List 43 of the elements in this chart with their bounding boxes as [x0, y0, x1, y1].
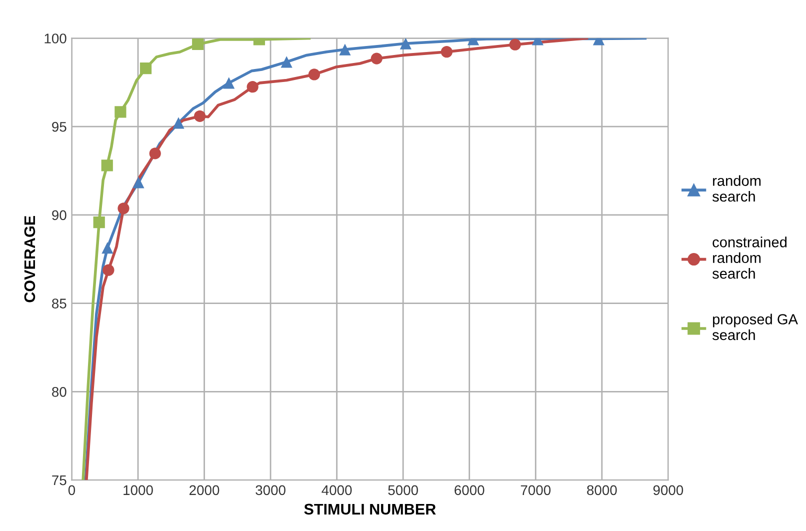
point — [93, 216, 105, 228]
point — [102, 264, 114, 276]
x-tick-label: 0 — [68, 485, 76, 496]
point — [440, 46, 453, 58]
point — [102, 242, 114, 254]
legend-label: random search — [712, 175, 761, 202]
point — [149, 148, 161, 160]
point — [101, 160, 113, 172]
x-tick-label: 8000 — [587, 485, 617, 496]
x-tick-label: 4000 — [322, 485, 352, 496]
point — [140, 62, 152, 74]
y-tick-label: 85 — [52, 298, 66, 308]
y-tick-label: 100 — [44, 34, 66, 44]
x-tick-label: 6000 — [454, 485, 484, 496]
point — [280, 56, 292, 68]
y-tick-label: 75 — [52, 476, 66, 486]
point — [114, 106, 126, 118]
y-tick-label: 90 — [52, 210, 66, 220]
point — [308, 68, 320, 80]
y-axis-title: COVERAGE — [24, 216, 36, 302]
x-tick-label: 1000 — [124, 485, 153, 496]
point — [339, 44, 351, 56]
y-tick-label: 80 — [52, 387, 66, 397]
point — [132, 176, 144, 188]
point — [172, 117, 184, 129]
line-series — [82, 38, 311, 480]
point — [118, 202, 130, 214]
point — [509, 38, 521, 50]
point — [400, 38, 412, 50]
x-tick-label: 2000 — [190, 485, 220, 496]
x-tick-label: 3000 — [256, 485, 286, 496]
legend-label: proposed GA search — [712, 314, 798, 340]
x-tick-label: 7000 — [520, 485, 551, 496]
x-tick-label: 9000 — [653, 485, 684, 496]
point — [223, 77, 235, 89]
y-tick-label: 95 — [52, 122, 66, 132]
legend-label: constrained random search — [712, 236, 787, 279]
x-tick-label: 5000 — [388, 485, 418, 496]
x-axis-title: STIMULI NUMBER — [304, 504, 436, 515]
point — [194, 110, 206, 122]
point — [192, 38, 204, 50]
point — [370, 52, 382, 64]
point — [246, 81, 258, 93]
